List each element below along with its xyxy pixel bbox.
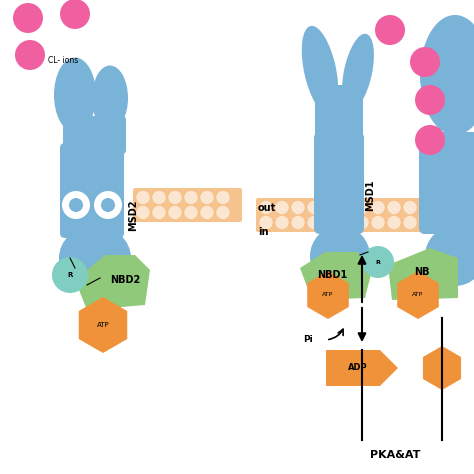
Text: R: R <box>375 259 381 264</box>
Circle shape <box>259 201 273 215</box>
Circle shape <box>307 216 321 229</box>
FancyBboxPatch shape <box>60 143 92 238</box>
Circle shape <box>60 0 90 29</box>
Circle shape <box>371 216 385 229</box>
FancyBboxPatch shape <box>315 85 363 145</box>
Polygon shape <box>307 271 349 319</box>
Circle shape <box>403 216 417 229</box>
Circle shape <box>339 216 353 229</box>
Circle shape <box>362 246 394 278</box>
Circle shape <box>291 216 305 229</box>
Text: CL- ions: CL- ions <box>48 55 78 64</box>
FancyBboxPatch shape <box>314 132 364 234</box>
Circle shape <box>387 216 401 229</box>
FancyBboxPatch shape <box>419 132 474 234</box>
Text: in: in <box>258 227 268 237</box>
Text: MSD2: MSD2 <box>128 199 138 231</box>
Circle shape <box>152 206 166 219</box>
Ellipse shape <box>310 226 370 286</box>
Circle shape <box>216 206 230 219</box>
Ellipse shape <box>101 198 115 212</box>
Circle shape <box>200 206 214 219</box>
Circle shape <box>291 201 305 215</box>
Circle shape <box>375 15 405 45</box>
Circle shape <box>415 125 445 155</box>
Polygon shape <box>326 350 398 386</box>
Circle shape <box>259 216 273 229</box>
Text: NB: NB <box>414 267 430 277</box>
Circle shape <box>323 216 337 229</box>
Circle shape <box>136 206 150 219</box>
Circle shape <box>152 191 166 204</box>
Polygon shape <box>397 271 439 319</box>
Circle shape <box>307 201 321 215</box>
Ellipse shape <box>94 191 122 219</box>
Text: ATP: ATP <box>97 322 109 328</box>
Circle shape <box>275 216 289 229</box>
Circle shape <box>415 85 445 115</box>
Ellipse shape <box>425 226 474 286</box>
Polygon shape <box>300 252 372 300</box>
Text: ATP: ATP <box>412 292 424 298</box>
Circle shape <box>410 47 440 77</box>
Circle shape <box>275 201 289 215</box>
Circle shape <box>323 201 337 215</box>
Circle shape <box>216 191 230 204</box>
Circle shape <box>168 206 182 219</box>
Circle shape <box>371 201 385 215</box>
Circle shape <box>136 191 150 204</box>
Circle shape <box>200 191 214 204</box>
Text: R: R <box>67 272 73 278</box>
Circle shape <box>387 201 401 215</box>
Circle shape <box>355 216 369 229</box>
Ellipse shape <box>62 191 90 219</box>
Polygon shape <box>423 346 461 390</box>
Circle shape <box>355 201 369 215</box>
Circle shape <box>52 257 88 293</box>
FancyBboxPatch shape <box>92 143 124 238</box>
Circle shape <box>184 206 198 219</box>
Text: ATP: ATP <box>322 292 334 298</box>
Text: NBD1: NBD1 <box>317 270 347 280</box>
Ellipse shape <box>302 26 338 114</box>
Ellipse shape <box>342 34 374 110</box>
Ellipse shape <box>54 57 96 133</box>
Text: NBD2: NBD2 <box>110 275 140 285</box>
Text: ADP: ADP <box>348 364 368 373</box>
Polygon shape <box>388 248 458 300</box>
Text: out: out <box>258 203 276 213</box>
Text: MSD1: MSD1 <box>365 179 375 211</box>
Ellipse shape <box>92 65 128 130</box>
FancyBboxPatch shape <box>63 116 126 154</box>
Circle shape <box>403 201 417 215</box>
Ellipse shape <box>420 15 474 135</box>
Text: PKA&AT: PKA&AT <box>370 450 420 460</box>
FancyBboxPatch shape <box>256 198 422 232</box>
Circle shape <box>339 201 353 215</box>
Ellipse shape <box>69 198 83 212</box>
Circle shape <box>184 191 198 204</box>
Polygon shape <box>79 297 127 353</box>
Text: Pi: Pi <box>303 336 313 345</box>
Circle shape <box>13 3 43 33</box>
Circle shape <box>168 191 182 204</box>
Polygon shape <box>75 255 150 310</box>
Ellipse shape <box>59 226 131 291</box>
Circle shape <box>15 40 45 70</box>
FancyBboxPatch shape <box>133 188 242 222</box>
